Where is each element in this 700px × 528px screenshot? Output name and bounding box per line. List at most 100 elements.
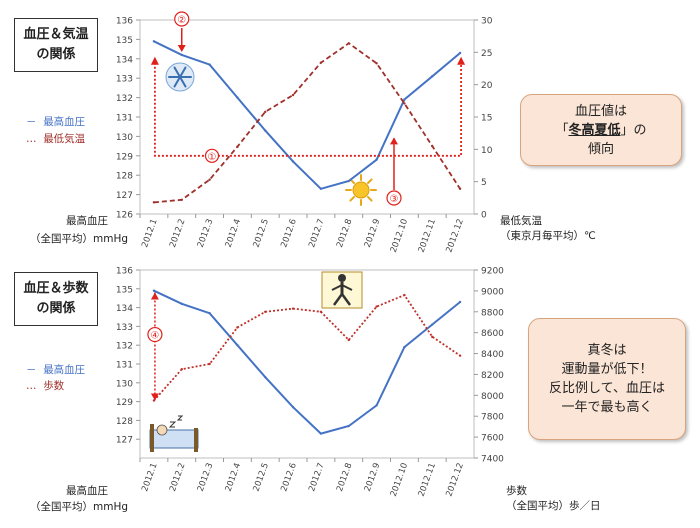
chart2-x-tick-label: 2012.12 bbox=[444, 462, 465, 498]
chart1-data-point bbox=[347, 42, 350, 45]
chart2-left-tick-label: 133 bbox=[116, 323, 133, 333]
chart1-x-tick-label: 2012.11 bbox=[417, 218, 438, 254]
chart1-left-tick-label: 134 bbox=[116, 55, 133, 65]
chart2-left-tick-label: 128 bbox=[116, 417, 133, 427]
chart1-annotation-arrow-left bbox=[150, 56, 159, 65]
chart1-right-axis-title: 最低気温 （東京月毎平均）℃ bbox=[500, 215, 596, 242]
chart1-left-axis-unit: （全国平均）mmHg bbox=[30, 233, 129, 245]
chart2-x-tick-label: 2012.6 bbox=[279, 462, 299, 493]
chart2-left-tick-label: 134 bbox=[116, 304, 133, 314]
chart2-right-tick-label: 8800 bbox=[481, 308, 504, 318]
chart1-legend-bp: － 最高血圧 bbox=[26, 116, 86, 128]
chart1-left-tick-label: 131 bbox=[116, 114, 133, 124]
chart2-data-point bbox=[319, 310, 323, 313]
chart2-data-point bbox=[375, 305, 378, 308]
chart1-data-point bbox=[152, 201, 156, 204]
chart2-data-point bbox=[403, 345, 406, 349]
chart1-data-point bbox=[347, 179, 350, 183]
chart1-x-tick-label: 2012.3 bbox=[196, 218, 216, 249]
chart1-data-point bbox=[208, 178, 211, 181]
chart2-x-tick-label: 2012.9 bbox=[363, 462, 383, 493]
chart2-title-line1: 血圧＆歩数 bbox=[23, 281, 89, 296]
chart1-left-tick-label: 127 bbox=[116, 191, 133, 201]
chart2-legend-steps: … 歩数 bbox=[26, 380, 65, 392]
chart1-right-tick-label: 0 bbox=[481, 211, 487, 221]
chart1-annotation-arrow-right bbox=[457, 56, 466, 65]
chart2-data-point bbox=[208, 312, 211, 315]
chart1-legend-temp: … 最低気温 bbox=[26, 133, 86, 145]
chart1-x-tick-label: 2012.7 bbox=[307, 218, 327, 249]
chart2-legend-bp: － 最高血圧 bbox=[26, 364, 86, 376]
chart2-series-bp-line bbox=[153, 289, 461, 435]
chart1-left-tick-label: 130 bbox=[116, 133, 133, 143]
chart2-left-tick-label: 132 bbox=[116, 342, 133, 352]
chart2-left-tick-label: 127 bbox=[116, 436, 133, 446]
chart2-callout: 真冬は 運動量が低下！ 反比例して、血圧は 一年で最も高く bbox=[528, 318, 686, 440]
chart2-x-tick-label: 2012.8 bbox=[335, 462, 355, 493]
chart1-plot-frame bbox=[139, 19, 475, 215]
chart1-right-tick-label: 20 bbox=[481, 81, 493, 91]
chart2-right-axis-title: 歩数 （全国平均）歩／日 bbox=[506, 485, 601, 512]
chart1-data-point bbox=[291, 93, 295, 97]
chart2-annotation-label-4: ④ bbox=[150, 331, 159, 342]
chart2-x-tick-label: 2012.7 bbox=[307, 462, 327, 493]
chart1-annotation-arrow-3-head bbox=[390, 137, 398, 145]
chart1-left-tick-label: 129 bbox=[116, 152, 133, 162]
chart1-annotation-marker-1 bbox=[204, 148, 220, 163]
chart2-x-tick-label: 2012.2 bbox=[168, 462, 188, 493]
chart2-data-point bbox=[347, 338, 350, 342]
chart1-series-bp-line bbox=[153, 40, 461, 190]
chart1-left-tick-label: 126 bbox=[116, 211, 133, 221]
chart2-x-tick-label: 2012.1 bbox=[140, 462, 160, 493]
chart2-title-box: 血圧＆歩数 の関係 bbox=[14, 272, 98, 326]
chart1-data-point bbox=[236, 145, 239, 148]
chart1-data-point bbox=[375, 62, 378, 65]
chart1-x-tick-label: 2012.12 bbox=[444, 218, 465, 254]
chart2-left-tick-label: 131 bbox=[116, 361, 133, 371]
chart1-annotation-label-3: ③ bbox=[390, 194, 399, 205]
chart2-right-tick-label: 7800 bbox=[481, 413, 504, 423]
chart1-data-point bbox=[458, 51, 462, 55]
chart2-left-tick-label: 135 bbox=[116, 285, 133, 295]
chart1-data-point bbox=[403, 98, 406, 101]
sleeping-person-icon bbox=[149, 415, 199, 452]
chart1-data-point bbox=[180, 198, 183, 201]
chart2-data-point bbox=[375, 404, 378, 407]
chart1-data-point bbox=[431, 75, 434, 78]
chart2-right-tick-label: 7400 bbox=[481, 455, 504, 465]
chart1-left-axis-title: 最高血圧 bbox=[66, 215, 108, 227]
chart1-data-point bbox=[458, 187, 462, 190]
chart2-right-tick-label: 7600 bbox=[481, 434, 504, 444]
chart1-data-point bbox=[403, 102, 406, 105]
chart1-right-tick-label: 30 bbox=[481, 17, 493, 27]
chart2-x-tick-label: 2012.10 bbox=[389, 462, 410, 498]
chart2-right-tick-label: 9000 bbox=[481, 287, 504, 297]
chart2-data-point bbox=[152, 399, 156, 402]
chart2-right-tick-label: 9200 bbox=[481, 267, 504, 277]
chart2-data-point bbox=[208, 362, 211, 366]
chart2-left-tick-label: 136 bbox=[116, 267, 133, 277]
chart1-data-point bbox=[180, 53, 183, 57]
chart1-data-point bbox=[319, 187, 323, 190]
chart1-annotation-marker-2 bbox=[174, 11, 190, 27]
snowflake-icon bbox=[165, 62, 195, 92]
chart2-x-tick-label: 2012.11 bbox=[417, 462, 438, 498]
chart1-data-point bbox=[375, 158, 378, 161]
chart2-data-point bbox=[152, 289, 156, 292]
chart2-data-point bbox=[236, 326, 239, 329]
chart2-data-point bbox=[458, 300, 462, 304]
chart2-data-point bbox=[403, 293, 406, 297]
chart1-data-point bbox=[208, 63, 211, 66]
chart2-right-tick-label: 8200 bbox=[481, 371, 504, 381]
chart1-title-box: 血圧＆気温 の関係 bbox=[14, 18, 98, 72]
chart1-x-tick-label: 2012.6 bbox=[279, 218, 299, 249]
chart1-right-tick-label: 5 bbox=[481, 178, 487, 188]
chart1-left-tick-label: 136 bbox=[116, 17, 133, 27]
chart1-left-tick-label: 135 bbox=[116, 36, 133, 46]
chart2-left-axis-title: 最高血圧 bbox=[66, 485, 108, 497]
chart2-right-tick-label: 8400 bbox=[481, 350, 504, 360]
chart1-x-tick-label: 2012.10 bbox=[389, 218, 410, 254]
chart1-x-tick-label: 2012.8 bbox=[335, 218, 355, 249]
chart2-x-tick-label: 2012.3 bbox=[196, 462, 216, 493]
